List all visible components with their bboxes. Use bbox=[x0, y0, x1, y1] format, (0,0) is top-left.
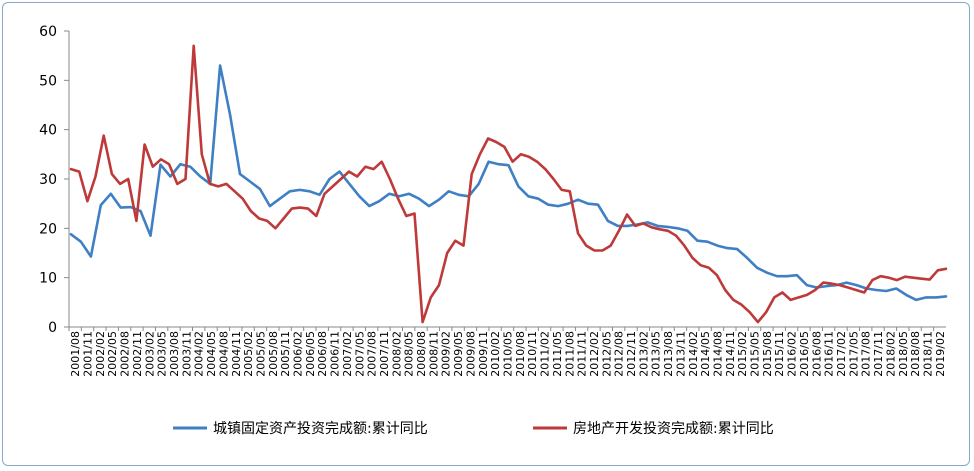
x-tick-label: 2001/11 bbox=[82, 331, 95, 377]
y-tick-label: 50 bbox=[39, 73, 57, 89]
y-axis: 0 10 20 30 40 50 60 bbox=[39, 24, 70, 336]
x-tick-label: 2018/02 bbox=[884, 331, 897, 377]
x-tick-label: 2010/11 bbox=[526, 331, 539, 377]
x-tick-label: 2011/05 bbox=[551, 331, 564, 377]
x-tick-label: 2015/11 bbox=[773, 331, 786, 377]
x-tick-label: 2009/11 bbox=[477, 331, 490, 377]
x-tick-label: 2014/02 bbox=[687, 331, 700, 377]
x-tick-label: 2013/08 bbox=[662, 331, 675, 377]
x-tick-label: 2014/08 bbox=[711, 331, 724, 377]
legend-label-2: 房地产开发投资完成额:累计同比 bbox=[573, 421, 774, 437]
y-tick-label: 40 bbox=[39, 123, 57, 139]
x-tick-label: 2016/05 bbox=[798, 331, 811, 377]
x-tick-label: 2004/02 bbox=[193, 331, 206, 377]
series-line-2 bbox=[69, 44, 948, 324]
x-tick-label: 2005/08 bbox=[267, 331, 280, 377]
x-tick-label: 2016/02 bbox=[786, 331, 799, 377]
x-tick-label: 2012/02 bbox=[588, 331, 601, 377]
x-tick-label: 2018/05 bbox=[897, 331, 910, 377]
x-tick-label: 2017/11 bbox=[872, 331, 885, 377]
x-tick-label: 2006/05 bbox=[304, 331, 317, 377]
x-tick-label: 2015/05 bbox=[749, 331, 762, 377]
legend-label-1: 城镇固定资产投资完成额:累计同比 bbox=[213, 421, 428, 437]
x-tick-label: 2017/08 bbox=[860, 331, 873, 377]
x-tick-label: 2007/02 bbox=[341, 331, 354, 377]
x-tick-label: 2011/11 bbox=[576, 331, 589, 377]
x-tick-label: 2015/02 bbox=[736, 331, 749, 377]
x-tick-label: 2010/02 bbox=[489, 331, 502, 377]
x-tick-label: 2015/08 bbox=[761, 331, 774, 377]
x-tick-label: 2008/08 bbox=[415, 331, 428, 377]
legend: 城镇固定资产投资完成额:累计同比 房地产开发投资完成额:累计同比 bbox=[173, 421, 774, 437]
chart-frame: 0 10 20 30 40 50 60 2001/08 2001/11 2002/02 2002/… bbox=[2, 2, 970, 466]
x-tick-label: 2009/08 bbox=[464, 331, 477, 377]
x-tick-label: 2002/02 bbox=[94, 331, 107, 377]
x-tick-label: 2008/02 bbox=[390, 331, 403, 377]
x-tick-label: 2006/08 bbox=[316, 331, 329, 377]
x-tick-label: 2009/02 bbox=[440, 331, 453, 377]
y-tick-label: 30 bbox=[39, 172, 57, 188]
x-tick-label: 2003/11 bbox=[180, 331, 193, 377]
x-tick-label: 2018/11 bbox=[921, 331, 934, 377]
x-tick-label: 2016/11 bbox=[823, 331, 836, 377]
x-tick-label: 2017/02 bbox=[835, 331, 848, 377]
x-tick-label: 2002/11 bbox=[131, 331, 144, 377]
x-tick-label: 2005/05 bbox=[254, 331, 267, 377]
x-tick-label: 2001/08 bbox=[69, 331, 82, 377]
y-tick-label: 0 bbox=[48, 320, 57, 336]
series-layer bbox=[69, 44, 948, 324]
x-tick-label: 2006/02 bbox=[292, 331, 305, 377]
x-tick-label: 2014/11 bbox=[724, 331, 737, 377]
x-tick-label: 2017/05 bbox=[847, 331, 860, 377]
x-tick-label: 2005/11 bbox=[279, 331, 292, 377]
x-tick-label: 2002/08 bbox=[119, 331, 132, 377]
x-tick-label: 2003/02 bbox=[143, 331, 156, 377]
x-tick-label: 2008/11 bbox=[427, 331, 440, 377]
x-tick-label: 2002/05 bbox=[106, 331, 119, 377]
y-tick-label: 20 bbox=[39, 221, 57, 237]
x-tick-label: 2004/11 bbox=[230, 331, 243, 377]
y-tick-label: 10 bbox=[39, 271, 57, 287]
x-tick-label: 2008/05 bbox=[403, 331, 416, 377]
x-tick-label: 2013/05 bbox=[650, 331, 663, 377]
x-tick-label: 2004/08 bbox=[217, 331, 230, 377]
x-tick-label: 2003/08 bbox=[168, 331, 181, 377]
x-tick-label: 2010/08 bbox=[514, 331, 527, 377]
x-tick-label: 2006/11 bbox=[329, 331, 342, 377]
x-tick-label: 2007/05 bbox=[353, 331, 366, 377]
x-tick-label: 2012/05 bbox=[600, 331, 613, 377]
x-tick-label: 2019/02 bbox=[934, 331, 947, 377]
x-tick-label: 2012/11 bbox=[625, 331, 638, 377]
x-tick-label: 2007/08 bbox=[366, 331, 379, 377]
x-tick-label: 2013/11 bbox=[674, 331, 687, 377]
x-tick-label: 2012/08 bbox=[613, 331, 626, 377]
x-tick-label: 2016/08 bbox=[810, 331, 823, 377]
x-tick-label: 2014/05 bbox=[699, 331, 712, 377]
x-tick-label: 2013/02 bbox=[637, 331, 650, 377]
x-tick-label: 2007/11 bbox=[378, 331, 391, 377]
series-line-1 bbox=[69, 64, 948, 302]
x-tick-label: 2009/05 bbox=[452, 331, 465, 377]
x-tick-label: 2010/05 bbox=[502, 331, 515, 377]
x-tick-label: 2011/02 bbox=[539, 331, 552, 377]
x-tick-label: 2003/05 bbox=[156, 331, 169, 377]
x-tick-label: 2011/08 bbox=[563, 331, 576, 377]
x-axis: 2001/08 2001/11 2002/02 2002/05 2002/08 2002/… bbox=[68, 326, 947, 377]
x-tick-label: 2005/02 bbox=[242, 331, 255, 377]
x-tick-label: 2004/05 bbox=[205, 331, 218, 377]
x-tick-label: 2018/08 bbox=[909, 331, 922, 377]
y-tick-label: 60 bbox=[39, 24, 57, 40]
